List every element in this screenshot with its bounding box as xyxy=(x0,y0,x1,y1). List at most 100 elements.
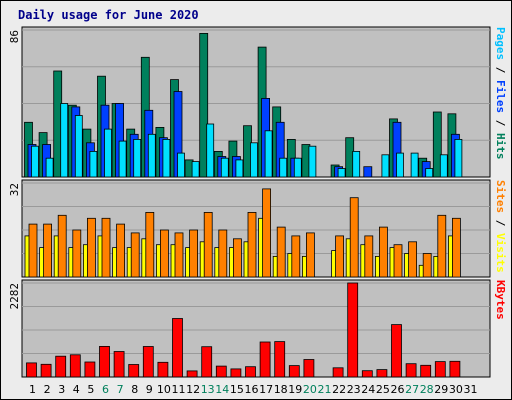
day-label: 28 xyxy=(420,383,434,396)
pages-bar xyxy=(337,168,346,178)
panel-visits-sites: 32 Sites / Visits xyxy=(8,179,507,278)
pages-bar xyxy=(279,157,288,178)
kbytes-bar xyxy=(405,363,417,378)
day-label: 25 xyxy=(376,383,390,396)
pages-bar xyxy=(396,152,404,178)
kbytes-bar xyxy=(274,341,286,378)
sites-bar xyxy=(247,211,257,278)
sites-bar xyxy=(291,235,301,278)
sites-bar xyxy=(364,235,374,278)
sites-bar xyxy=(130,232,140,278)
chart-title: Daily usage for June 2020 xyxy=(18,8,199,22)
day-label: 30 xyxy=(449,383,463,396)
kbytes-bar xyxy=(215,365,227,378)
pages-bar xyxy=(220,157,229,178)
pages-bar xyxy=(104,128,112,178)
kbytes-bar xyxy=(288,365,300,378)
kbytes-bar xyxy=(172,318,183,378)
sites-bar xyxy=(408,241,418,278)
legend-part: / xyxy=(494,60,507,80)
pages-bar xyxy=(74,115,83,178)
legend-part: KBytes xyxy=(494,280,507,320)
legend-part: Sites xyxy=(494,180,507,213)
pages-bar xyxy=(89,150,98,178)
day-label: 3 xyxy=(58,383,65,396)
legend-part: Visits xyxy=(494,233,507,273)
kbytes-bar xyxy=(99,345,110,378)
kbytes-bar xyxy=(55,355,67,378)
sites-bar xyxy=(43,223,52,278)
kbytes-bar xyxy=(303,359,315,378)
day-label: 8 xyxy=(131,383,138,396)
series-legend-label: KBytes xyxy=(494,280,507,320)
pages-bar xyxy=(264,130,273,178)
kbytes-bar xyxy=(361,370,373,378)
panel-kbytes: 2282 KBytes xyxy=(8,279,507,378)
sites-bar xyxy=(87,217,96,278)
kbytes-bar xyxy=(84,361,96,378)
kbytes-bar xyxy=(449,360,461,378)
pages-bar xyxy=(425,168,434,178)
series-legend-label: Pages / Files / Hits xyxy=(494,27,507,160)
sites-bar xyxy=(451,217,461,278)
kbytes-bar xyxy=(259,341,271,378)
kbytes-bar xyxy=(26,362,37,378)
day-label: 31 xyxy=(464,383,478,396)
kbytes-bar xyxy=(376,369,388,378)
sites-bar xyxy=(72,229,82,278)
panel-hits-files-pages: 86 Pages / Files / Hits xyxy=(8,26,507,178)
day-label: 18 xyxy=(274,383,288,396)
y-max-label: 86 xyxy=(8,30,21,43)
sites-bar xyxy=(349,197,359,278)
day-label: 27 xyxy=(405,383,419,396)
pages-bar xyxy=(439,154,448,178)
day-label: 26 xyxy=(391,383,405,396)
day-label: 9 xyxy=(146,383,153,396)
legend-part: Hits xyxy=(494,133,507,160)
sites-bar xyxy=(335,235,345,278)
sites-bar xyxy=(28,223,38,278)
chart-panels: 86 Pages / Files / Hits 32 Sites / Visits 22… xyxy=(8,26,507,378)
sites-bar xyxy=(262,188,272,278)
y-max-label: 32 xyxy=(8,183,21,196)
files-bar xyxy=(363,166,373,178)
sites-bar xyxy=(174,232,184,278)
series-legend-label: Sites / Visits xyxy=(494,180,507,273)
pages-bar xyxy=(133,138,142,178)
pages-bar xyxy=(206,123,215,178)
pages-bar xyxy=(118,140,127,178)
day-label: 24 xyxy=(361,383,375,396)
kbytes-bar xyxy=(40,363,52,378)
day-label: 16 xyxy=(245,383,259,396)
pages-bar xyxy=(352,150,361,178)
pages-bar xyxy=(235,159,244,178)
sites-bar xyxy=(422,253,432,278)
kbytes-bar xyxy=(434,361,446,378)
kbytes-bar xyxy=(157,361,169,378)
day-label: 1 xyxy=(29,383,36,396)
sites-bar xyxy=(101,217,111,278)
pages-bar xyxy=(191,161,200,178)
day-label: 17 xyxy=(259,383,273,396)
pages-bar xyxy=(177,152,185,178)
sites-bar xyxy=(218,229,228,278)
sites-bar xyxy=(203,211,213,278)
day-label: 13 xyxy=(201,383,215,396)
x-axis-day-labels: 1 2 3 4 5 6 7 8 9 10 11 12 13 14 15 16 17 18 19 20 21 22 23 24 2… xyxy=(29,383,478,396)
legend-part: Pages xyxy=(494,27,507,60)
pages-bar xyxy=(147,133,156,178)
day-label: 21 xyxy=(318,383,332,396)
sites-bar xyxy=(437,214,447,278)
day-label: 22 xyxy=(332,383,346,396)
legend-part: / xyxy=(494,213,507,233)
pages-bar xyxy=(381,154,390,178)
day-label: 15 xyxy=(230,383,244,396)
sites-bar xyxy=(305,232,315,278)
pages-bar xyxy=(308,145,317,178)
day-label: 12 xyxy=(186,383,200,396)
legend-part: Files xyxy=(494,80,507,113)
hits-bar xyxy=(432,111,442,178)
day-label: 19 xyxy=(288,383,302,396)
day-label: 10 xyxy=(157,383,171,396)
